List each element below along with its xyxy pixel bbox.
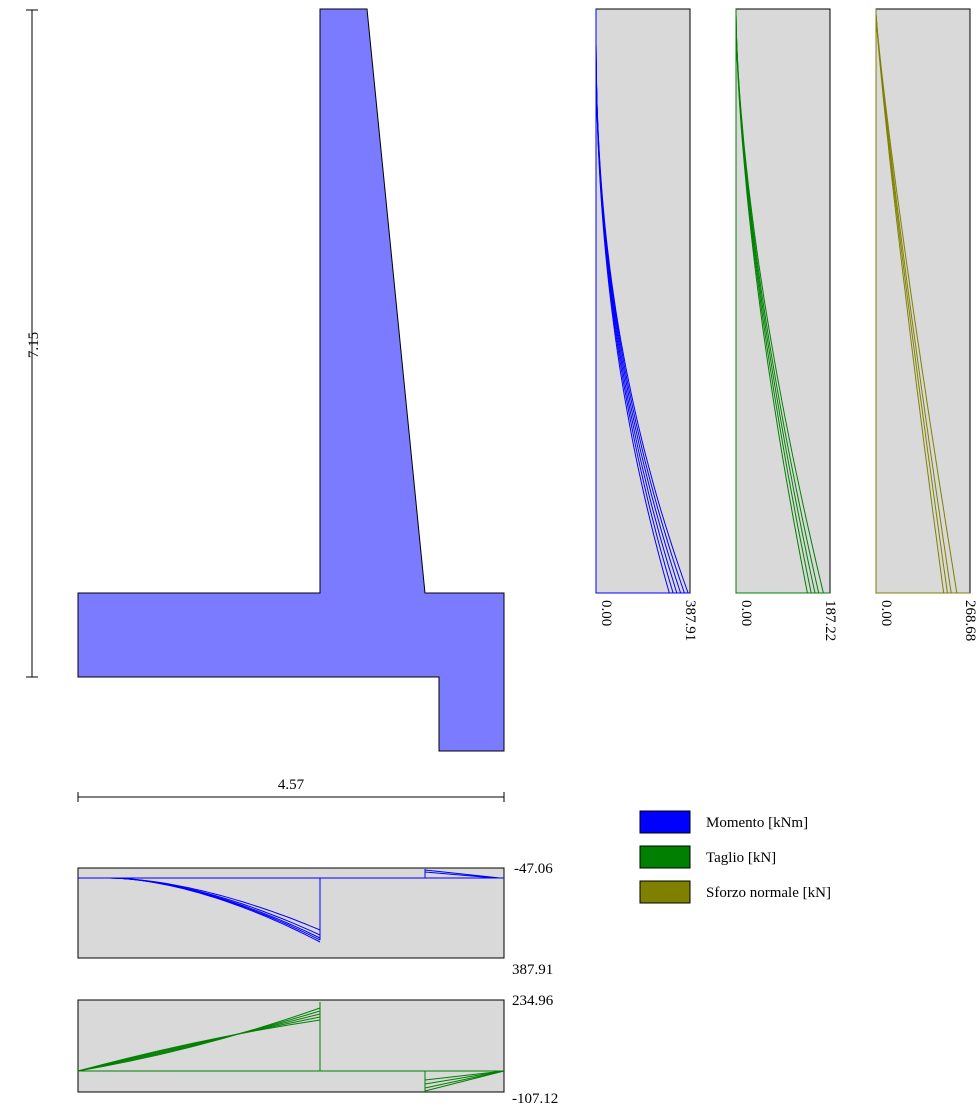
height-dimension: 7.15	[26, 9, 42, 678]
stem-taglio-min: 0.00	[738, 600, 754, 626]
base-taglio-curve-3	[77, 1016, 321, 1072]
base-momento-top-label: -47.06	[514, 861, 553, 877]
momento-curve-5	[595, 30, 689, 594]
width-label: 4.57	[278, 777, 305, 793]
sforzo-curve-2	[875, 13, 952, 594]
base-momento-curve-4	[109, 877, 321, 943]
base-momento-toe	[424, 869, 501, 879]
height-label: 7.15	[26, 332, 42, 358]
legend-swatch-sforzo	[639, 880, 691, 904]
sforzo-curve-3	[875, 13, 958, 594]
stem-taglio-max: 187.22	[822, 600, 838, 641]
stem-plot-sforzo: 0.00 268.68	[875, 8, 978, 641]
taglio-curve-4	[735, 13, 824, 594]
base-taglio-curve-0	[77, 1007, 321, 1072]
base-taglio-curve-2	[77, 1013, 321, 1072]
base-taglio-toe-3	[424, 1070, 505, 1092]
legend-swatch-taglio	[639, 845, 691, 869]
legend-item-taglio: Taglio [kN]	[639, 845, 776, 869]
base-momento-curves	[109, 869, 501, 943]
legend: Momento [kNm] Taglio [kN] Sforzo normale…	[639, 810, 831, 904]
stem-momento-max: 387.91	[682, 600, 698, 641]
base-taglio-curves	[77, 1007, 505, 1092]
base-taglio-toe-1	[424, 1070, 505, 1085]
base-plot-momento: -47.06 387.91	[77, 861, 553, 978]
legend-item-momento: Momento [kNm]	[639, 810, 808, 834]
base-taglio-curve-4	[77, 1019, 321, 1072]
taglio-curves	[735, 13, 824, 594]
legend-item-sforzo: Sforzo normale [kN]	[639, 880, 831, 904]
width-dimension: 4.57	[77, 777, 505, 802]
legend-label-sforzo: Sforzo normale [kN]	[706, 885, 831, 901]
retaining-wall-section	[77, 8, 505, 752]
stem-sforzo-max: 268.68	[962, 600, 978, 641]
stem-sforzo-min: 0.00	[878, 600, 894, 626]
legend-swatch-momento	[639, 810, 691, 834]
legend-label-momento: Momento [kNm]	[706, 815, 808, 831]
stem-momento-min: 0.00	[598, 600, 614, 626]
base-momento-bottom-label: 387.91	[512, 962, 553, 978]
stem-plot-momento: 0.00 387.91	[595, 8, 698, 641]
base-plot-taglio: 234.96 -107.12	[77, 993, 558, 1107]
base-taglio-bottom-label: -107.12	[512, 1091, 558, 1107]
momento-curves	[595, 30, 689, 594]
legend-label-taglio: Taglio [kN]	[706, 850, 776, 866]
base-taglio-top-label: 234.96	[512, 993, 554, 1009]
stem-plot-taglio: 0.00 187.22	[735, 8, 838, 641]
base-taglio-curve-1	[77, 1010, 321, 1072]
base-taglio-toe-0	[424, 1070, 505, 1081]
sforzo-curves	[875, 13, 958, 594]
